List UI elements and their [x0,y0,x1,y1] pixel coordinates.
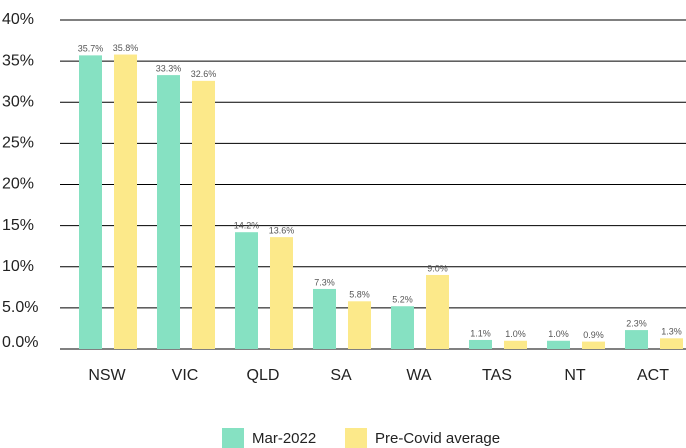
bar [114,54,137,350]
value-label: 5.8% [349,290,370,300]
bar [157,75,180,350]
bar [625,330,648,349]
y-tick-label: 20% [2,176,34,193]
x-tick-label: ACT [637,367,669,384]
bar [582,341,605,349]
value-label: 13.6% [269,226,295,236]
x-tick-label: NSW [88,367,126,384]
bar [235,232,258,349]
bar [547,340,570,349]
value-label: 5.2% [392,295,413,305]
y-tick-label: 0.0% [2,334,38,351]
value-label: 1.3% [661,327,682,337]
bar [426,274,449,349]
y-tick-label: 15% [2,217,34,234]
bar [469,339,492,349]
bar [192,80,215,350]
legend-swatch [345,428,367,448]
bar [270,237,293,349]
value-label: 35.8% [113,43,139,53]
y-tick-label: 30% [2,93,34,110]
value-label: 1.0% [505,329,526,339]
bar [504,340,527,349]
bar [79,55,102,350]
legend-label: Pre-Covid average [375,430,500,447]
x-tick-label: SA [330,367,352,384]
bar [348,301,371,349]
bar [313,288,336,349]
value-label: 35.7% [78,44,104,54]
value-label: 33.3% [156,63,182,73]
x-tick-label: TAS [482,367,512,384]
x-tick-label: VIC [172,367,199,384]
legend-swatch [222,428,244,448]
x-tick-label: QLD [247,367,280,384]
value-label: 14.2% [234,221,260,231]
x-tick-label: NT [564,367,586,384]
bar [660,338,683,349]
value-label: 9.0% [427,263,448,273]
value-label: 32.6% [191,69,217,79]
y-tick-label: 5.0% [2,299,38,316]
x-tick-label: WA [406,367,432,384]
y-tick-label: 40% [2,11,34,28]
legend-label: Mar-2022 [252,430,316,447]
value-label: 2.3% [626,318,647,328]
value-label: 7.3% [314,277,335,287]
y-tick-label: 10% [2,258,34,275]
bar [391,306,414,349]
value-label: 0.9% [583,330,604,340]
value-label: 1.1% [470,328,491,338]
y-tick-label: 25% [2,135,34,152]
value-label: 1.0% [548,329,569,339]
y-tick-label: 35% [2,52,34,69]
